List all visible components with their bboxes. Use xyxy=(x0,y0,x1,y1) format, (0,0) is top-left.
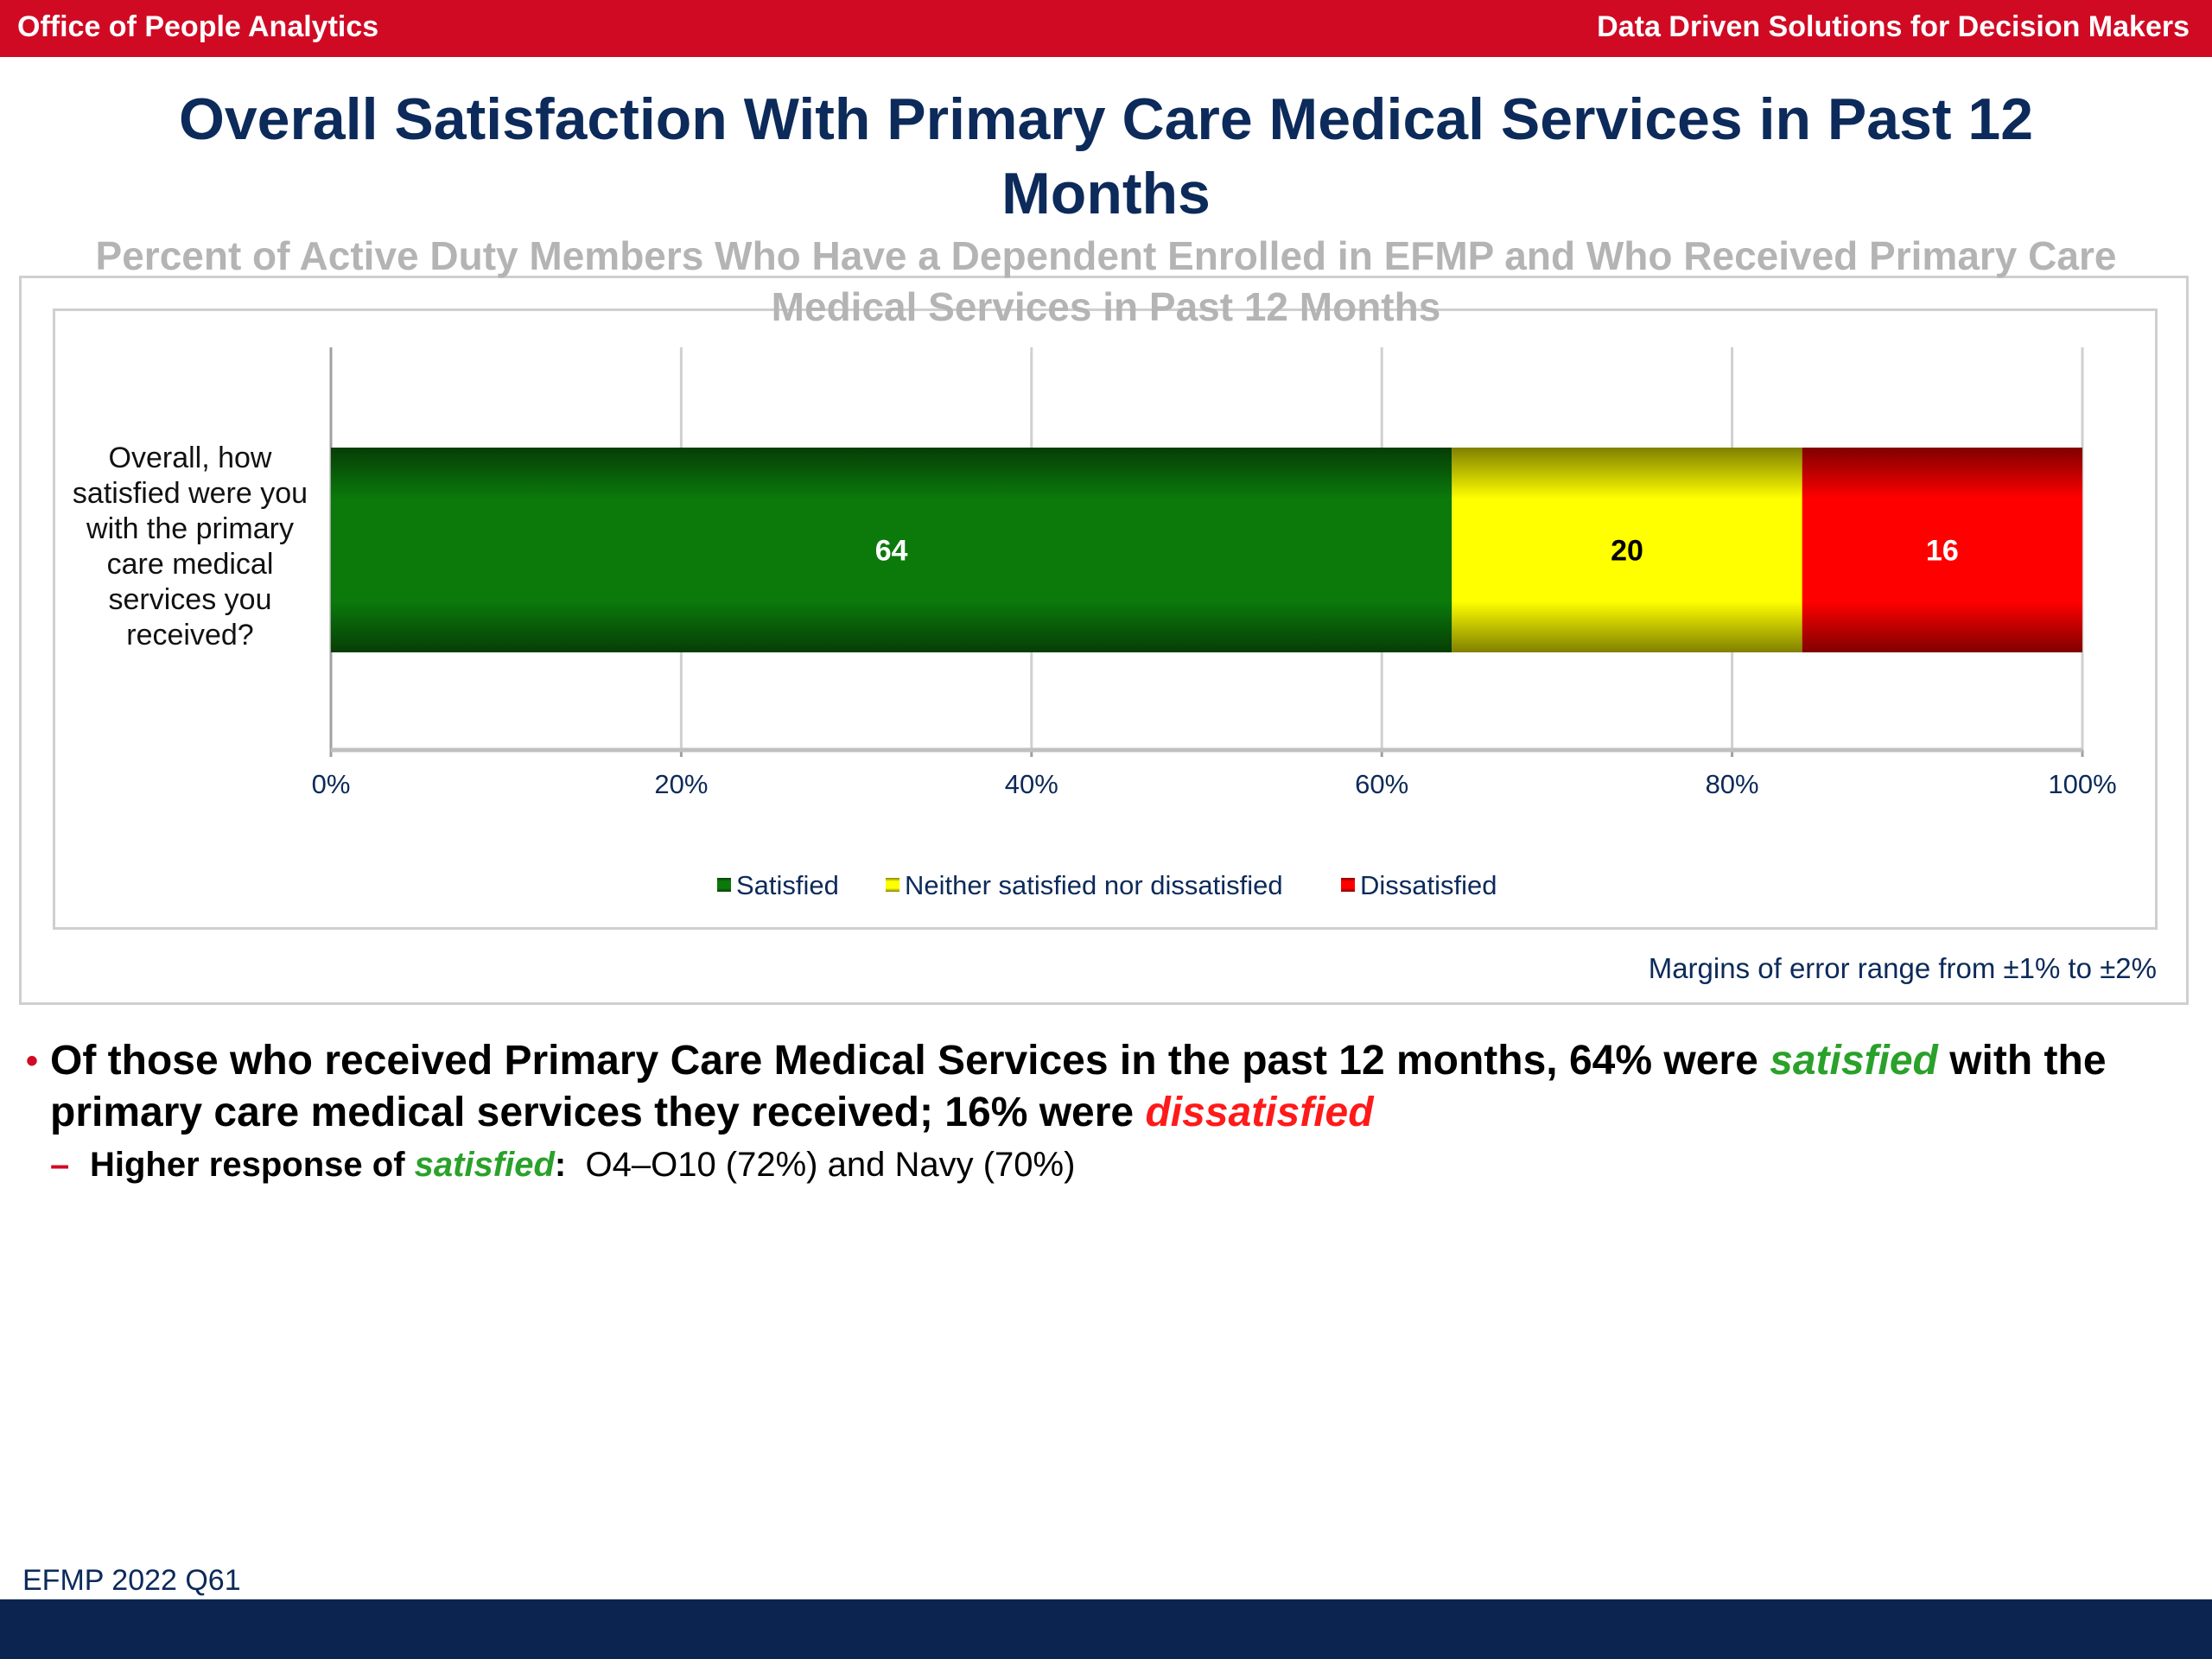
finding-dissatisfied: dissatisfied xyxy=(1145,1090,1374,1135)
finding-satisfied: satisfied xyxy=(1770,1038,1938,1084)
chart-outer-frame xyxy=(19,276,2189,1005)
stacked-bar-chart: 0% 20% 40% 60% 80% 100% 64 20 16 Satisfied Neither… xyxy=(312,347,2117,900)
sub-finding-detail: O4–O10 (72%) and Navy (70%) xyxy=(566,1146,1076,1184)
finding-text-1: Of those who received Primary Care Medic… xyxy=(50,1038,1770,1084)
sub-finding-satisfied: satisfied xyxy=(414,1146,555,1184)
findings: • Of those who received Primary Care Medi… xyxy=(26,1035,2186,1185)
bullet-dot: • xyxy=(26,1042,39,1080)
source-note: EFMP 2022 Q61 xyxy=(22,1564,241,1597)
x-tick-label: 100% xyxy=(2048,769,2116,799)
data-label: 20 xyxy=(1611,535,1643,568)
sub-finding-colon: : xyxy=(554,1146,567,1184)
chart-plot-frame xyxy=(53,308,2158,930)
legend-label: Satisfied xyxy=(736,870,839,900)
sub-bullet-dash: – xyxy=(50,1146,70,1184)
bar-segment-neither-satisfied-nor-dissatisfied xyxy=(1452,448,1802,652)
slide-title: Overall Satisfaction With Primary Care M… xyxy=(178,86,2034,226)
main-finding: • Of those who received Primary Care Medi… xyxy=(26,1035,2186,1139)
legend-label: Dissatisfied xyxy=(1360,870,1497,900)
x-tick-label: 80% xyxy=(1706,769,1759,799)
x-tick-label: 40% xyxy=(1005,769,1058,799)
legend-swatch xyxy=(1341,878,1355,892)
bar-segment-satisfied xyxy=(331,448,1452,652)
legend-swatch xyxy=(886,878,899,892)
data-label: 16 xyxy=(1926,535,1959,568)
top-banner: Office of People Analytics Data Driven S… xyxy=(0,0,2212,57)
x-tick-label: 0% xyxy=(312,769,351,799)
legend-label: Neither satisfied nor dissatisfied xyxy=(905,870,1283,900)
bottom-banner xyxy=(0,1599,2212,1659)
chart-subtitle: Percent of Active Duty Members Who Have … xyxy=(95,233,2117,329)
margin-of-error-note: Margins of error range from ±1% to ±2% xyxy=(1648,952,2157,984)
category-label: Overall, how satisfied were you with the… xyxy=(72,442,308,652)
bar-segment-dissatisfied xyxy=(1802,448,2082,652)
x-tick-label: 20% xyxy=(654,769,708,799)
sub-finding-lead: Higher response of xyxy=(90,1146,415,1184)
sub-finding: – Higher response of satisfied: O4–O10 (7… xyxy=(26,1144,2186,1185)
x-tick-label: 60% xyxy=(1355,769,1408,799)
organization-name: Office of People Analytics xyxy=(17,10,379,43)
data-label: 64 xyxy=(875,535,908,568)
legend-swatch xyxy=(717,878,731,892)
finding-text-2: with the primary care medical services t… xyxy=(50,1038,2107,1135)
tagline: Data Driven Solutions for Decision Maker… xyxy=(1597,10,2190,43)
